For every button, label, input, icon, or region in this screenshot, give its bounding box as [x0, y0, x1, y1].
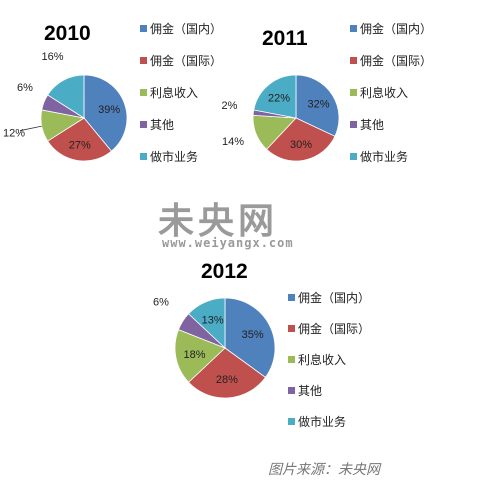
legend-item-3: 利息收入 — [350, 84, 408, 101]
pie-slice-2 — [265, 117, 336, 162]
legend-swatch — [288, 387, 295, 394]
pie-slice-2 — [187, 347, 267, 399]
legend-label: 利息收入 — [150, 86, 199, 100]
legend-item-2: 佣金（国际） — [140, 52, 222, 69]
legend-swatch — [288, 294, 295, 301]
pie-2011: 32% 30% 14% 2% 22% — [221, 74, 340, 162]
legend-label: 其他 — [360, 118, 385, 132]
data-label-4: 6% — [17, 82, 33, 94]
legend-label: 佣金（国际） — [360, 54, 433, 68]
watermark-title: 未央网 — [158, 201, 279, 242]
legend-swatch — [140, 89, 147, 96]
legend-swatch — [140, 57, 147, 64]
data-label-1: 32% — [307, 99, 329, 111]
legend-item-3: 利息收入 — [140, 84, 198, 101]
legend-item-4: 其他 — [140, 116, 174, 133]
data-label-5: 22% — [268, 93, 290, 105]
data-label-4: 6% — [153, 297, 169, 309]
pie-slice-5 — [187, 297, 226, 349]
legend-label: 其他 — [298, 384, 323, 398]
data-label-5: 13% — [202, 315, 224, 327]
chart-title-2010: 2010 — [44, 22, 91, 45]
legend-item-3: 利息收入 — [288, 351, 346, 368]
pie-slice-1 — [295, 74, 340, 137]
legend-swatch — [350, 153, 357, 160]
data-label-2: 28% — [216, 374, 238, 386]
legend-label: 利息收入 — [360, 86, 409, 100]
pie-slice-5 — [47, 74, 85, 119]
legend-label: 其他 — [150, 118, 175, 132]
chart-2010: 2010 39% 27% 12% 6% 16% 佣金（国内） 佣金（国际） 利息收入其他做市… — [0, 0, 250, 190]
legend-item-2: 佣金（国际） — [350, 52, 432, 69]
legend-swatch — [350, 121, 357, 128]
legend-swatch — [140, 25, 147, 32]
legend-swatch — [350, 57, 357, 64]
chart-title-2012: 2012 — [201, 260, 248, 283]
watermark: 未央网 www.weiyangx.com — [158, 192, 308, 252]
data-label-3: 12% — [3, 128, 25, 140]
pie-slice-2 — [47, 117, 112, 162]
data-label-1: 35% — [242, 329, 264, 341]
legend-item-1: 佣金（国内） — [350, 20, 432, 37]
legend-item-4: 其他 — [288, 382, 322, 399]
legend-label: 佣金（国内） — [150, 22, 223, 36]
data-label-3: 14% — [222, 136, 244, 148]
legend-swatch — [350, 25, 357, 32]
legend-label: 做市业务 — [360, 150, 409, 164]
legend-label: 佣金（国内） — [360, 22, 433, 36]
chart-2011: 2011 32% 30% 14% 2% 22% 佣金（国内） 佣金（国际） 利息收入其他做市… — [221, 0, 503, 190]
data-label-2: 30% — [290, 139, 312, 151]
pie-slice-5 — [253, 74, 297, 119]
legend-label: 佣金（国际） — [298, 322, 371, 336]
legend-swatch — [288, 325, 295, 332]
legend-item-5: 做市业务 — [350, 148, 408, 165]
legend-label: 做市业务 — [150, 150, 199, 164]
pie-slice-1 — [83, 74, 128, 152]
legend-label: 佣金（国际） — [150, 54, 223, 68]
legend-label: 利息收入 — [298, 353, 347, 367]
legend-item-2: 佣金（国际） — [288, 320, 370, 337]
legend-swatch — [140, 153, 147, 160]
legend-swatch — [288, 356, 295, 363]
pie-2010: 39% 27% 12% 6% 16% — [3, 51, 128, 162]
pie-slice-1 — [224, 297, 276, 378]
legend-swatch — [350, 89, 357, 96]
legend-item-1: 佣金（国内） — [288, 289, 370, 306]
watermark-url: www.weiyangx.com — [162, 236, 294, 250]
pie-slice-3 — [174, 329, 226, 383]
data-label-3: 18% — [183, 349, 205, 361]
chart-2012: 2012 35% 28% 18% 6% 13% 佣金（国内） 佣金（国际） 利息收入其他做市… — [95, 250, 460, 450]
data-label-1: 39% — [98, 104, 120, 116]
legend-label: 做市业务 — [298, 415, 347, 429]
legend-item-1: 佣金（国内） — [140, 20, 222, 37]
legend-swatch — [140, 121, 147, 128]
chart-title-2011: 2011 — [262, 27, 308, 50]
source-caption: 图片来源：未央网 — [268, 462, 380, 478]
legend-swatch — [288, 418, 295, 425]
data-label-4: 2% — [221, 100, 237, 112]
data-label-2: 27% — [69, 139, 91, 151]
pie-2012: 35% 28% 18% 6% 13% — [153, 297, 276, 399]
data-label-5: 16% — [41, 51, 63, 63]
legend-item-5: 做市业务 — [140, 148, 198, 165]
legend-item-4: 其他 — [350, 116, 384, 133]
leader-line — [19, 125, 42, 132]
legend-label: 佣金（国内） — [298, 291, 371, 305]
legend-item-5: 做市业务 — [288, 413, 346, 430]
